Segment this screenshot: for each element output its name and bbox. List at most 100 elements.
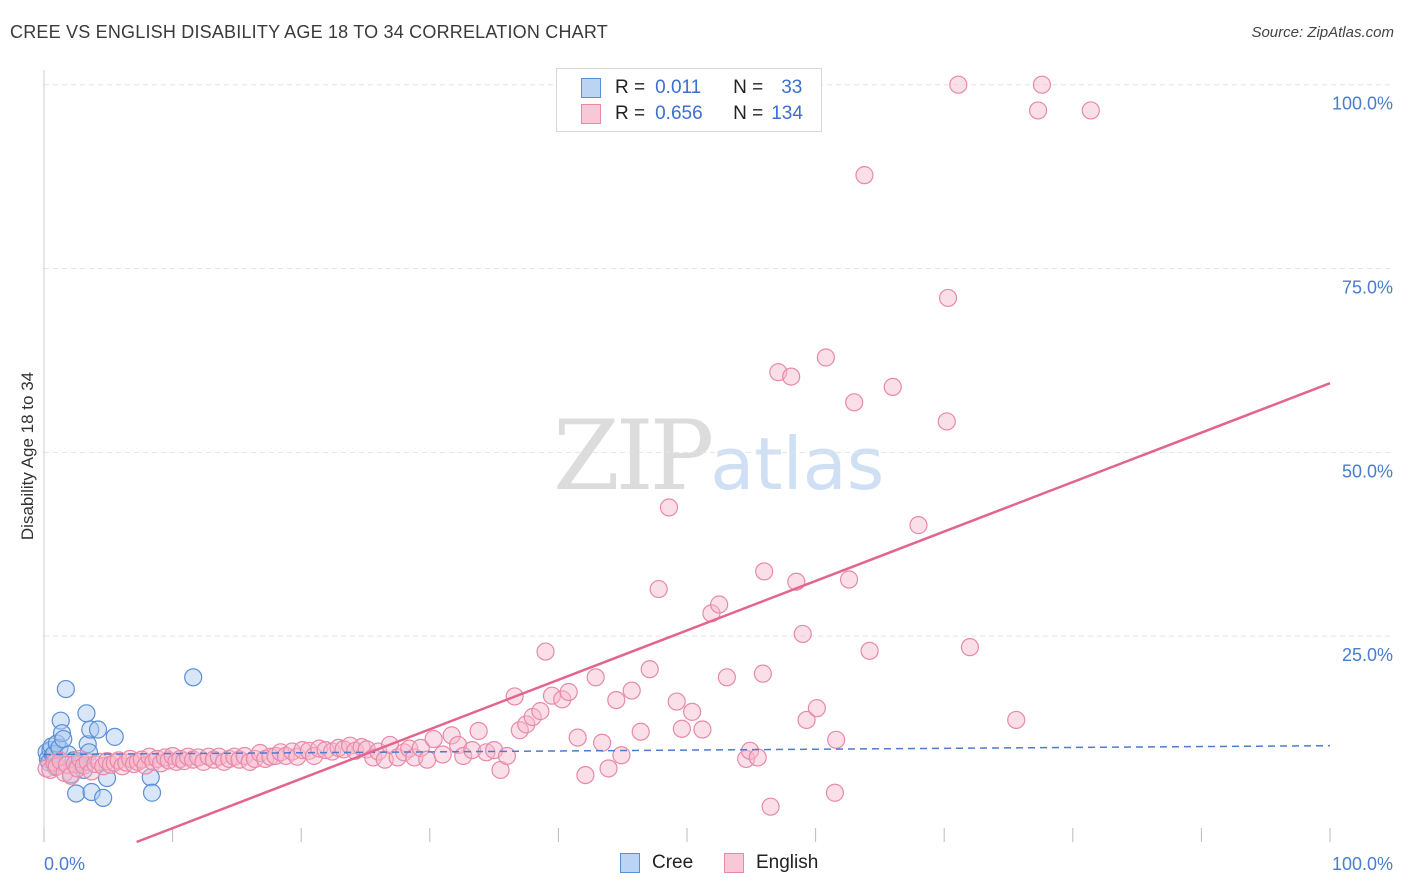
legend-r-value: 0.011 [655,77,702,98]
english-point [1028,101,1048,120]
cree-point [141,768,160,787]
series-legend: Cree English [0,852,1406,878]
legend-n-label: N = [733,77,764,98]
english-point [463,740,482,760]
legend-row-english: R = 0.656 N = 134 [581,102,803,126]
english-point [612,746,631,765]
english-point [424,729,443,749]
cree-point [94,788,113,807]
stats-legend: R = 0.011 N = 33 R = 0.656 N = 134 [556,68,822,132]
legend-label-english: English [756,852,819,873]
english-point [807,699,826,718]
english-point [622,681,641,700]
english-point [448,735,468,755]
x-tick-label: 100.0% [1332,854,1393,874]
english-trend-line [136,382,1331,844]
cree-point [56,679,75,699]
english-point [672,719,691,738]
english-point [640,660,659,679]
chart-title: CREE VS ENGLISH DISABILITY AGE 18 TO 34 … [10,22,608,42]
english-point [960,638,980,657]
cree-point [52,724,72,743]
english-point [659,498,679,517]
y-tick-label: 25.0% [1342,645,1393,665]
cree-point [88,720,108,739]
legend-n-label: N = [733,103,764,124]
x-tick-label: 0.0% [44,854,85,874]
cree-point [54,729,73,749]
english-point [845,393,864,412]
english-point [536,642,555,661]
english-point [607,690,626,710]
english-point [938,288,958,308]
english-point [755,562,774,581]
english-point [245,749,265,769]
english-point [559,682,578,702]
cree-point [67,784,86,803]
english-point [860,641,879,660]
y-tick-label: 100.0% [1332,94,1393,114]
english-point [909,516,928,535]
legend-r-value: 0.656 [655,103,703,124]
legend-r-label: R = [615,77,646,98]
english-point [883,377,902,396]
cree-point [105,727,124,746]
english-point [761,797,780,816]
legend-swatch-cree [581,78,601,98]
english-point [235,746,254,766]
english-point [793,624,812,644]
english-point [631,722,650,741]
legend-swatch-cree [620,853,640,873]
legend-swatch-english [581,104,601,124]
english-point [937,412,956,431]
english-point [782,367,801,386]
legend-r-label: R = [615,103,646,124]
y-tick-label: 75.0% [1342,278,1393,298]
english-point [1007,710,1026,730]
y-tick-label: 50.0% [1342,461,1393,481]
english-point [433,745,452,764]
english-point [839,570,859,589]
english-point [593,733,612,752]
english-point [667,692,686,711]
english-point [710,595,729,614]
english-point [855,166,874,185]
english-point [531,702,550,721]
english-point [717,668,736,687]
english-point [1032,75,1052,94]
legend-item-cree[interactable]: Cree [620,852,693,874]
english-point [442,726,461,745]
cree-trend-line [43,744,1331,756]
english-point [61,766,81,785]
english-point [949,75,968,94]
english-point [497,746,517,766]
cree-point [81,720,100,739]
cree-point [142,783,162,802]
english-point [683,702,702,721]
english-point [649,579,668,599]
english-point [469,721,488,741]
english-point [825,783,844,802]
english-point [418,750,437,769]
english-point [748,748,767,767]
english-point [517,715,536,734]
english-point [576,765,595,785]
english-point [568,728,587,747]
english-point [816,348,835,367]
cree-point [77,704,96,723]
legend-item-english[interactable]: English [724,852,818,874]
cree-point [184,668,203,687]
english-point [553,690,572,709]
legend-row-cree: R = 0.011 N = 33 [581,76,802,100]
english-point [753,664,772,683]
legend-n-value: 33 [781,77,803,98]
legend-n-value: 134 [771,103,803,124]
source-credit: Source: ZipAtlas.com [1251,24,1394,41]
english-point [797,710,816,730]
english-point [586,668,605,687]
english-point [1081,101,1100,120]
english-point [693,720,712,739]
english-point [599,759,618,778]
legend-swatch-english [724,853,744,873]
